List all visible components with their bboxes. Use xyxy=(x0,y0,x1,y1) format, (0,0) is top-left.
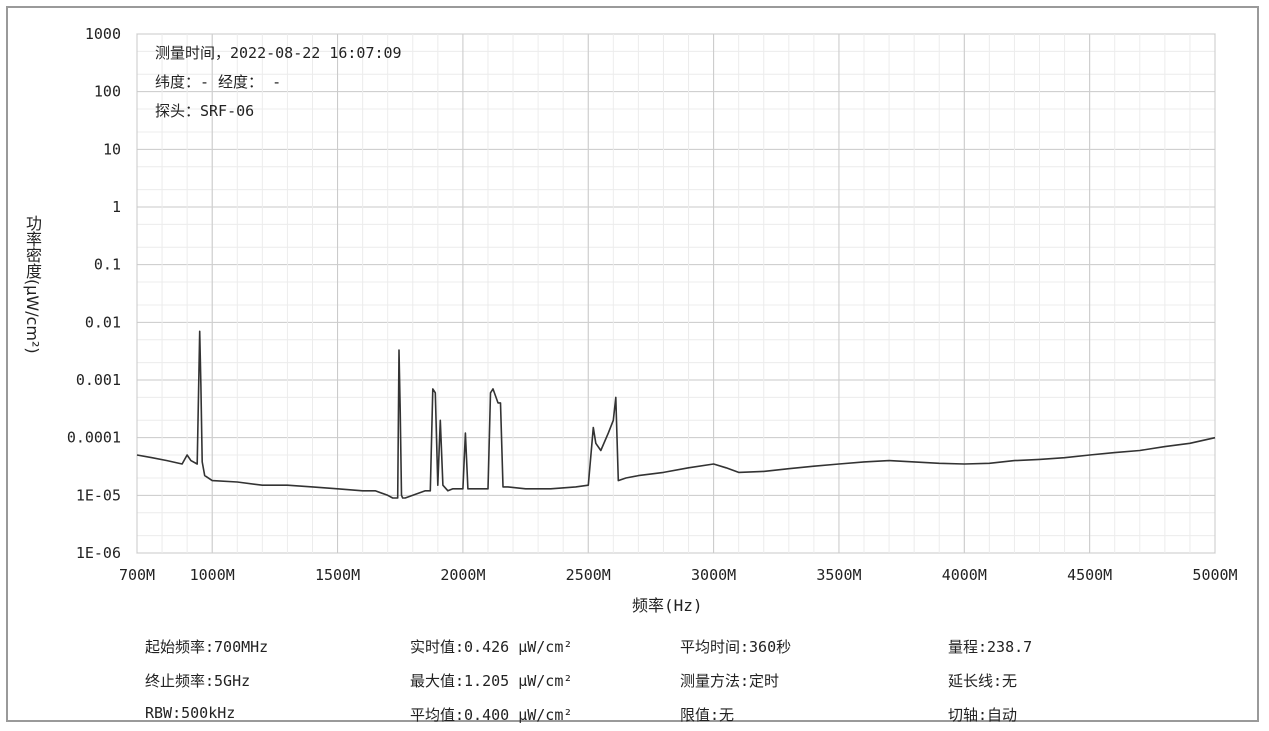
x-tick-label: 3500M xyxy=(816,566,861,584)
y-tick-label: 0.0001 xyxy=(67,429,121,447)
measure-time: 测量时间，2022-08-22 16:07:09 xyxy=(155,44,402,62)
extension-line: 延长线:无 xyxy=(948,672,1018,690)
power-density-chart: 1000 100 10 1 0.1 0.01 0.001 0.0001 1E-05 1E-06 70… xyxy=(67,25,1238,584)
range-value: 量程:238.7 xyxy=(948,638,1033,656)
measure-method: 测量方法:定时 xyxy=(680,672,780,690)
y-tick-label: 10 xyxy=(103,140,121,158)
y-tick-label: 0.1 xyxy=(94,256,121,274)
x-tick-label: 4500M xyxy=(1067,566,1112,584)
y-axis-label: 功率密度(μW/cm²) xyxy=(23,215,42,354)
x-tick-label: 3000M xyxy=(691,566,736,584)
lat-long: 纬度：- 经度： - xyxy=(155,73,282,91)
y-tick-label: 1E-05 xyxy=(76,486,121,504)
rbw: RBW:500kHz xyxy=(145,704,236,722)
start-frequency: 起始频率:700MHz xyxy=(145,638,269,656)
figure-frame xyxy=(6,6,1259,722)
y-tick-label: 1 xyxy=(112,198,121,216)
spectrum-line xyxy=(136,330,1216,499)
average-value: 平均值:0.400 μW/cm² xyxy=(410,706,573,724)
y-tick-label: 0.01 xyxy=(85,313,121,331)
stop-frequency: 终止频率:5GHz xyxy=(145,672,251,690)
x-tick-label: 700M xyxy=(119,566,155,584)
x-tick-label: 1500M xyxy=(315,566,360,584)
y-tick-label: 1000 xyxy=(85,25,121,43)
x-axis-label: 频率(Hz) xyxy=(632,596,703,615)
limit-value: 限值:无 xyxy=(680,706,735,724)
y-tick-label: 0.001 xyxy=(76,371,121,389)
x-tick-label: 2500M xyxy=(566,566,611,584)
cut-axis: 切轴:自动 xyxy=(948,706,1018,724)
average-time: 平均时间:360秒 xyxy=(680,638,792,656)
y-tick-label: 100 xyxy=(94,83,121,101)
x-tick-label: 4000M xyxy=(942,566,987,584)
realtime-value: 实时值:0.426 μW/cm² xyxy=(410,638,573,656)
x-tick-label: 5000M xyxy=(1192,566,1237,584)
x-tick-label: 1000M xyxy=(190,566,235,584)
max-value: 最大值:1.205 μW/cm² xyxy=(410,672,573,690)
probe-label: 探头：SRF-06 xyxy=(155,102,255,120)
x-tick-label: 2000M xyxy=(440,566,485,584)
y-tick-label: 1E-06 xyxy=(76,544,121,562)
plot-area xyxy=(136,33,1216,554)
